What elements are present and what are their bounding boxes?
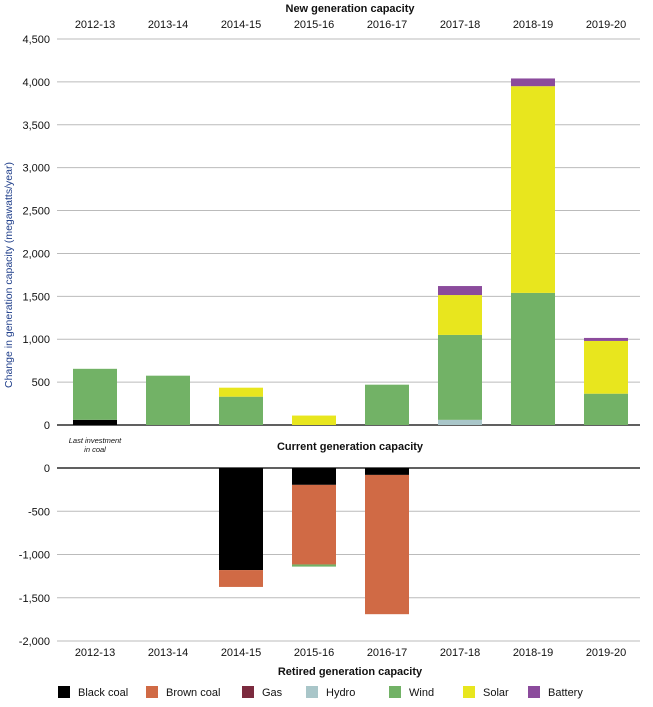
top-x-tick: 2018-19 (513, 19, 553, 31)
legend-swatch (389, 686, 401, 698)
bottom-y-tick: -500 (28, 506, 50, 518)
bar-retired-black-coal (219, 468, 263, 571)
bottom-y-tick: -1,000 (19, 550, 50, 562)
bottom-x-tick: 2012-13 (75, 647, 115, 659)
bar-retired-black-coal (365, 468, 409, 475)
bar-new-solar (584, 340, 628, 394)
bottom-x-tick: 2015-16 (294, 647, 334, 659)
middle-title: Current generation capacity (277, 441, 424, 453)
legend-label: Wind (409, 687, 434, 699)
top-x-tick: 2016-17 (367, 19, 407, 31)
bottom-title: Retired generation capacity (278, 666, 423, 678)
top-y-tick: 1,500 (22, 291, 50, 303)
bar-new-wind (365, 384, 409, 425)
top-y-tick: 500 (32, 377, 50, 389)
top-x-tick: 2012-13 (75, 19, 115, 31)
bar-new-solar (438, 295, 482, 335)
bar-retired-brown-coal (365, 474, 409, 615)
bar-new-solar (511, 86, 555, 293)
annotation-line-1: Last investment (69, 436, 122, 445)
bar-new-solar (292, 415, 336, 425)
top-title: New generation capacity (286, 3, 416, 15)
bar-new-battery (511, 78, 555, 87)
bottom-y-tick: 0 (44, 463, 50, 475)
top-x-tick: 2017-18 (440, 19, 480, 31)
bar-new-battery (438, 286, 482, 296)
bottom-x-tick: 2014-15 (221, 647, 261, 659)
legend-label: Brown coal (166, 687, 220, 699)
bottom-x-tick: 2016-17 (367, 647, 407, 659)
legend-swatch (528, 686, 540, 698)
legend-label: Black coal (78, 687, 128, 699)
legend-swatch (58, 686, 70, 698)
top-y-tick: 4,500 (22, 34, 50, 46)
bottom-x-tick: 2019-20 (586, 647, 626, 659)
legend-swatch (306, 686, 318, 698)
top-x-tick: 2019-20 (586, 19, 626, 31)
bar-new-wind (511, 292, 555, 425)
bar-retired-black-coal (292, 468, 336, 485)
top-y-tick: 1,000 (22, 334, 50, 346)
bottom-y-tick: -2,000 (19, 636, 50, 648)
bar-retired-wind (292, 564, 336, 567)
top-y-tick: 4,000 (22, 77, 50, 89)
bottom-y-tick: -1,500 (19, 593, 50, 605)
annotation-line-2: in coal (84, 445, 106, 454)
bar-new-wind (73, 368, 117, 420)
legend-label: Solar (483, 687, 509, 699)
bar-retired-brown-coal (292, 484, 336, 565)
top-y-tick: 2,500 (22, 206, 50, 218)
bar-new-wind (146, 375, 190, 425)
legend-label: Battery (548, 687, 583, 699)
top-y-tick: 0 (44, 420, 50, 432)
bar-new-battery (584, 337, 628, 341)
bar-retired-brown-coal (219, 570, 263, 587)
bottom-x-tick: 2017-18 (440, 647, 480, 659)
bar-new-wind (219, 396, 263, 425)
top-x-tick: 2013-14 (148, 19, 188, 31)
top-y-tick: 3,500 (22, 120, 50, 132)
bar-new-black-coal (73, 419, 117, 425)
bottom-x-tick: 2013-14 (148, 647, 188, 659)
legend-swatch (463, 686, 475, 698)
bar-new-wind (584, 393, 628, 425)
legend-swatch (242, 686, 254, 698)
top-y-tick: 3,000 (22, 163, 50, 175)
y-axis-label: Change in generation capacity (megawatts… (3, 162, 15, 388)
bar-new-wind (438, 334, 482, 420)
legend-label: Gas (262, 687, 283, 699)
bar-new-solar (219, 387, 263, 397)
bottom-x-tick: 2018-19 (513, 647, 553, 659)
legend-label: Hydro (326, 687, 355, 699)
top-x-tick: 2014-15 (221, 19, 261, 31)
legend-swatch (146, 686, 158, 698)
top-y-tick: 2,000 (22, 248, 50, 260)
top-x-tick: 2015-16 (294, 19, 334, 31)
bar-new-hydro (438, 419, 482, 425)
